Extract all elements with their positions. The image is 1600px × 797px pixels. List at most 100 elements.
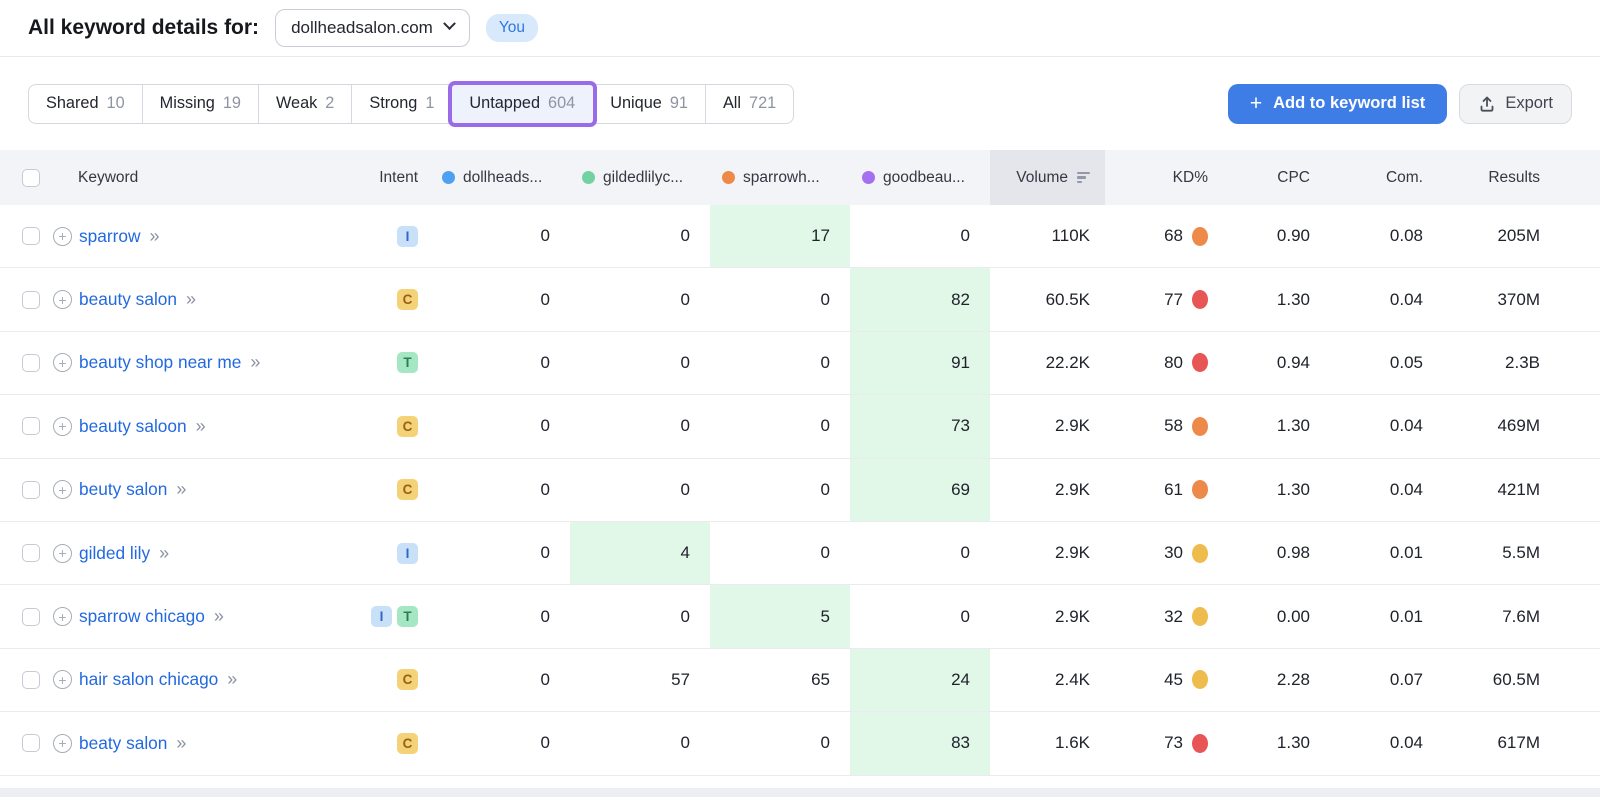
add-keyword-icon[interactable]: + bbox=[53, 480, 72, 500]
keyword-link[interactable]: sparrow chicago bbox=[79, 606, 205, 627]
tab-shared[interactable]: Shared 10 bbox=[29, 84, 143, 123]
kd-difficulty-dot-icon bbox=[1192, 733, 1208, 753]
tab-missing[interactable]: Missing 19 bbox=[143, 84, 259, 123]
intent-badge-c: C bbox=[397, 669, 418, 691]
row-checkbox[interactable] bbox=[22, 417, 40, 436]
volume-value: 110K bbox=[1051, 226, 1090, 246]
column-competitor[interactable]: dollheads... bbox=[430, 150, 570, 205]
tab-group: Shared 10 Missing 19 Weak 2 Strong 1 Unt… bbox=[28, 83, 795, 124]
add-to-keyword-list-button[interactable]: + Add to keyword list bbox=[1227, 83, 1448, 124]
kd-difficulty-dot-icon bbox=[1192, 607, 1208, 627]
tab-unique[interactable]: Unique 91 bbox=[593, 84, 706, 123]
keyword-link[interactable]: beuty salon bbox=[79, 479, 168, 500]
double-chevron-icon[interactable]: » bbox=[176, 732, 187, 753]
kd-cell: 58 bbox=[1105, 395, 1232, 457]
keyword-link[interactable]: beauty saloon bbox=[79, 415, 187, 436]
kd-difficulty-dot-icon bbox=[1192, 353, 1208, 373]
keyword-link[interactable]: beauty salon bbox=[79, 289, 178, 310]
table-row: + beauty shop near me » T 0 0 0 91 22.2K… bbox=[0, 331, 1600, 396]
com-value: 0.04 bbox=[1389, 479, 1423, 499]
competitor-position: 0 bbox=[820, 416, 830, 436]
row-checkbox[interactable] bbox=[22, 353, 40, 372]
add-keyword-icon[interactable]: + bbox=[53, 607, 72, 627]
horizontal-scrollbar[interactable] bbox=[0, 788, 1600, 797]
tab-untapped[interactable]: Untapped 604 bbox=[452, 84, 594, 123]
kd-difficulty-dot-icon bbox=[1192, 416, 1208, 436]
row-checkbox[interactable] bbox=[22, 607, 40, 626]
add-keyword-icon[interactable]: + bbox=[53, 353, 72, 373]
row-checkbox[interactable] bbox=[22, 290, 40, 309]
add-keyword-icon[interactable]: + bbox=[53, 670, 72, 690]
competitor-position: 57 bbox=[671, 669, 690, 689]
competitor-position: 82 bbox=[850, 268, 990, 331]
row-checkbox[interactable] bbox=[22, 227, 40, 246]
add-keyword-icon[interactable]: + bbox=[53, 416, 72, 436]
column-competitor[interactable]: goodbeau... bbox=[850, 150, 990, 205]
row-checkbox[interactable] bbox=[22, 544, 40, 563]
competitor-position: 0 bbox=[540, 733, 550, 753]
add-keyword-icon[interactable]: + bbox=[53, 290, 72, 310]
competitor-position: 17 bbox=[710, 205, 850, 268]
column-keyword[interactable]: Keyword bbox=[78, 168, 139, 186]
keyword-link[interactable]: hair salon chicago bbox=[79, 669, 219, 690]
toolbar-actions: + Add to keyword list Export bbox=[1227, 83, 1572, 124]
double-chevron-icon[interactable]: » bbox=[186, 289, 197, 310]
column-competitor[interactable]: gildedlilyc... bbox=[570, 150, 710, 205]
double-chevron-icon[interactable]: » bbox=[227, 669, 238, 690]
add-keyword-icon[interactable]: + bbox=[53, 543, 72, 563]
column-intent[interactable]: Intent bbox=[379, 168, 418, 186]
column-cpc[interactable]: CPC bbox=[1277, 168, 1310, 186]
column-competitor[interactable]: sparrowh... bbox=[710, 150, 850, 205]
competitor-position: 0 bbox=[540, 226, 550, 246]
keyword-link[interactable]: gilded lily bbox=[79, 542, 151, 563]
double-chevron-icon[interactable]: » bbox=[149, 225, 160, 246]
kd-cell: 45 bbox=[1105, 649, 1232, 711]
row-checkbox[interactable] bbox=[22, 734, 40, 753]
tab-count: 91 bbox=[669, 94, 688, 112]
tab-all[interactable]: All 721 bbox=[706, 85, 793, 123]
competitor-position: 0 bbox=[680, 226, 690, 246]
top-bar: All keyword details for: dollheadsalon.c… bbox=[0, 0, 1600, 57]
keyword-link[interactable]: beauty shop near me bbox=[79, 352, 242, 373]
table-row: + gilded lily » I 0 4 0 0 2.9K 30 0.98 0… bbox=[0, 521, 1600, 586]
export-button[interactable]: Export bbox=[1459, 83, 1572, 124]
add-keyword-icon[interactable]: + bbox=[53, 733, 72, 753]
cpc-value: 1.30 bbox=[1276, 733, 1310, 753]
column-results[interactable]: Results bbox=[1488, 168, 1540, 186]
add-keyword-icon[interactable]: + bbox=[53, 226, 72, 246]
intent-badge-c: C bbox=[397, 415, 418, 437]
double-chevron-icon[interactable]: » bbox=[195, 415, 206, 436]
double-chevron-icon[interactable]: » bbox=[250, 352, 261, 373]
kd-cell: 61 bbox=[1105, 459, 1232, 521]
volume-value: 2.9K bbox=[1055, 543, 1090, 563]
row-checkbox[interactable] bbox=[22, 670, 40, 689]
column-com[interactable]: Com. bbox=[1385, 168, 1423, 186]
row-checkbox[interactable] bbox=[22, 480, 40, 499]
double-chevron-icon[interactable]: » bbox=[176, 479, 187, 500]
double-chevron-icon[interactable]: » bbox=[159, 542, 170, 563]
results-value: 205M bbox=[1497, 226, 1540, 246]
competitor-position: 0 bbox=[680, 416, 690, 436]
domain-selector[interactable]: dollheadsalon.com bbox=[275, 9, 470, 47]
competitor-name: dollheads... bbox=[463, 168, 543, 186]
table-header: Keyword Intent dollheads... gildedlilyc..… bbox=[0, 150, 1600, 205]
double-chevron-icon[interactable]: » bbox=[213, 606, 224, 627]
page-title: All keyword details for: bbox=[28, 16, 260, 39]
intent-cell: I bbox=[360, 205, 430, 267]
column-kd[interactable]: KD% bbox=[1172, 168, 1208, 186]
keyword-link[interactable]: beaty salon bbox=[79, 732, 168, 753]
select-all-checkbox[interactable] bbox=[22, 168, 40, 187]
kd-difficulty-dot-icon bbox=[1192, 290, 1208, 310]
competitor-position: 0 bbox=[680, 479, 690, 499]
results-value: 617M bbox=[1497, 733, 1540, 753]
chevron-down-icon bbox=[442, 17, 456, 31]
tab-count: 721 bbox=[749, 94, 777, 112]
tab-weak[interactable]: Weak 2 bbox=[259, 84, 353, 123]
tab-strong[interactable]: Strong 1 bbox=[352, 84, 453, 123]
com-value: 0.01 bbox=[1389, 606, 1423, 626]
keyword-link[interactable]: sparrow bbox=[79, 225, 141, 246]
column-volume[interactable]: Volume bbox=[990, 150, 1105, 205]
intent-cell: T bbox=[360, 332, 430, 394]
volume-value: 2.4K bbox=[1055, 669, 1090, 689]
